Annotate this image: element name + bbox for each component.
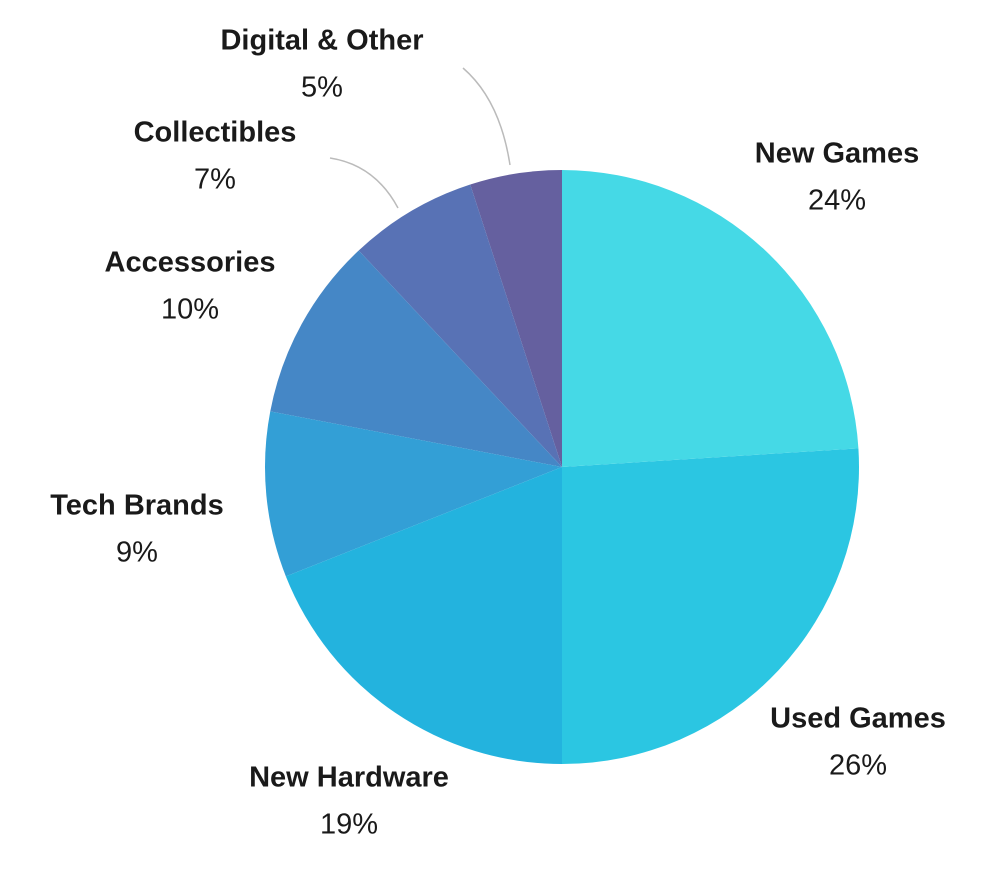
slice-percent: 19%: [320, 809, 378, 841]
slice-name: New Hardware: [249, 762, 449, 794]
leader-line: [462, 67, 511, 166]
slice-percent: 5%: [301, 72, 343, 104]
slice-name: New Games: [755, 138, 919, 170]
slice-name: Used Games: [770, 703, 946, 735]
pie-slice: [270, 250, 562, 467]
pie-slice: [562, 170, 859, 467]
pie-slice: [470, 170, 562, 467]
slice-percent: 7%: [194, 164, 236, 196]
pie-slice: [562, 448, 859, 764]
pie-slice: [358, 184, 562, 468]
pie-slice: [285, 467, 562, 764]
slice-name: Tech Brands: [50, 490, 224, 522]
slice-name: Accessories: [105, 247, 276, 279]
slice-percent: 26%: [829, 750, 887, 782]
slice-name: Digital & Other: [220, 25, 423, 57]
pie-slice: [264, 411, 562, 577]
slice-percent: 10%: [161, 294, 219, 326]
leader-line: [329, 157, 399, 209]
slice-name: Collectibles: [134, 117, 297, 149]
slice-percent: 9%: [116, 537, 158, 569]
slice-percent: 24%: [808, 185, 866, 217]
